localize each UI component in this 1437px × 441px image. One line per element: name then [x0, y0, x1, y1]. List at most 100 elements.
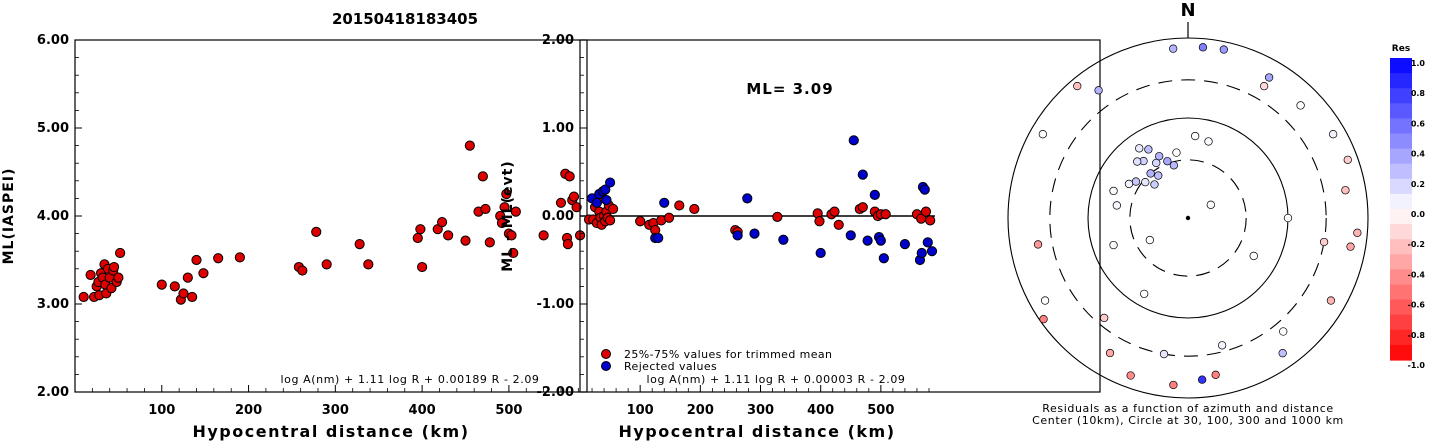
left-trimmed-point: [297, 265, 308, 276]
residual-point: [1204, 137, 1213, 146]
residual-point: [1197, 375, 1207, 384]
residual-point: [1033, 240, 1043, 249]
left-trimmed-point: [412, 232, 423, 244]
middle-rejected-point: [857, 169, 868, 180]
polar-points: [1033, 43, 1362, 390]
left-y-axis-label: ML(IASPEI): [1, 168, 17, 265]
middle-x-tick-label: 400: [807, 403, 834, 418]
left-trimmed-point: [510, 206, 521, 217]
residual-point: [1131, 177, 1141, 186]
scale-swatch: [1390, 269, 1412, 286]
left-trimmed-point: [187, 291, 198, 303]
left-x-tick-label: 500: [495, 403, 522, 418]
residual-point: [1146, 169, 1155, 178]
residual-point: [1206, 200, 1215, 209]
left-trimmed-point: [555, 197, 567, 208]
residual-point: [1329, 130, 1338, 139]
scale-tick-label: -0.8: [1408, 331, 1426, 340]
residual-point: [1105, 348, 1115, 358]
scale-tick-label: -0.2: [1408, 240, 1426, 249]
left-trimmed-point: [477, 171, 488, 182]
residual-point: [1343, 155, 1352, 165]
scale-swatch: [1390, 284, 1412, 301]
residual-point: [1219, 45, 1228, 54]
ring-300km: [1049, 79, 1327, 357]
residual-point: [1094, 86, 1103, 95]
polar-caption-line1: Residuals as a function of azimuth and d…: [1042, 402, 1333, 415]
ring-1000km: [1007, 37, 1369, 399]
residual-point: [1217, 341, 1227, 350]
left-trimmed-point: [415, 224, 426, 235]
residual-point: [1353, 228, 1362, 237]
left-trimmed-point: [191, 254, 202, 266]
legend-trimmed-marker: [601, 349, 611, 359]
middle-x-tick-label: 100: [627, 403, 654, 418]
left-formula: log A(nm) + 1.11 log R + 0.00189 R - 2.0…: [280, 373, 539, 386]
residual-point: [1154, 171, 1163, 180]
left-trimmed-point: [480, 203, 491, 215]
residual-point: [1133, 157, 1142, 166]
middle-trimmed-point: [674, 200, 685, 211]
residual-point: [1341, 186, 1350, 195]
left-trimmed-point: [506, 230, 517, 241]
left-trimmed-point: [464, 140, 475, 151]
left-x-axis-label: Hypocentral distance (km): [192, 422, 469, 441]
residual-point: [1073, 81, 1082, 91]
residual-point: [1124, 179, 1134, 189]
left-trimmed-point: [496, 217, 508, 229]
left-trimmed-point: [460, 235, 471, 246]
middle-panel: -2.00 -1.00 0.00 1.00 2.00 100 200 300 400 500 M…: [500, 33, 1101, 441]
scale-swatch: [1390, 73, 1412, 89]
scale-swatch: [1390, 103, 1412, 119]
residual-point: [1172, 148, 1181, 157]
left-y-tick-label: 6.00: [37, 33, 69, 48]
middle-trimmed-point: [833, 219, 844, 230]
left-trimmed-point: [484, 237, 495, 248]
left-trimmed-point: [321, 259, 332, 270]
residual-point: [1259, 81, 1269, 91]
figure-title: 20150418183405: [332, 10, 478, 28]
residual-point: [1144, 145, 1153, 154]
left-trimmed-point: [108, 261, 120, 273]
middle-y-tick-label: 2.00: [542, 33, 574, 48]
left-trimmed-point: [311, 226, 322, 237]
middle-trimmed-point: [925, 215, 936, 226]
middle-trimmed-point: [635, 216, 646, 227]
scale-tick-label: -1.0: [1408, 361, 1426, 370]
middle-rejected-point: [922, 237, 933, 248]
scale-swatch: [1390, 224, 1412, 240]
middle-trimmed-point: [857, 202, 868, 213]
left-trimmed-point: [571, 202, 582, 213]
residual-point: [1163, 157, 1172, 166]
left-trimmed-point: [354, 239, 365, 250]
scale-swatch: [1390, 239, 1412, 255]
left-trimmed-point: [182, 272, 193, 283]
residual-point: [1279, 327, 1288, 336]
scale-swatch: [1390, 118, 1412, 135]
left-x-tick-label: 200: [235, 403, 262, 418]
scale-tick-label: -0.6: [1408, 301, 1426, 310]
residual-point: [1211, 370, 1220, 379]
middle-rejected-point: [899, 239, 911, 250]
scale-swatch: [1390, 209, 1412, 225]
middle-rejected-point: [600, 184, 611, 195]
left-trimmed-point: [85, 269, 96, 281]
middle-rejected-point: [749, 228, 760, 239]
left-trimmed-point: [178, 288, 189, 299]
middle-rejected-point: [659, 197, 670, 208]
middle-rejected-point: [862, 235, 873, 246]
residual-point: [1296, 101, 1305, 110]
scale-swatch: [1390, 299, 1412, 316]
residual-point: [1145, 235, 1154, 245]
scale-title: Res: [1392, 44, 1410, 54]
scale-swatch: [1390, 148, 1412, 165]
middle-rejected-point: [653, 232, 664, 244]
left-trimmed-point: [234, 252, 245, 263]
left-trimmed-point: [501, 188, 512, 200]
left-trimmed-point: [363, 259, 374, 270]
left-x-tick-label: 300: [322, 403, 349, 418]
residual-point: [1109, 240, 1118, 250]
middle-points: [583, 135, 938, 266]
scale-swatch: [1390, 193, 1412, 210]
residual-point: [1140, 289, 1149, 299]
